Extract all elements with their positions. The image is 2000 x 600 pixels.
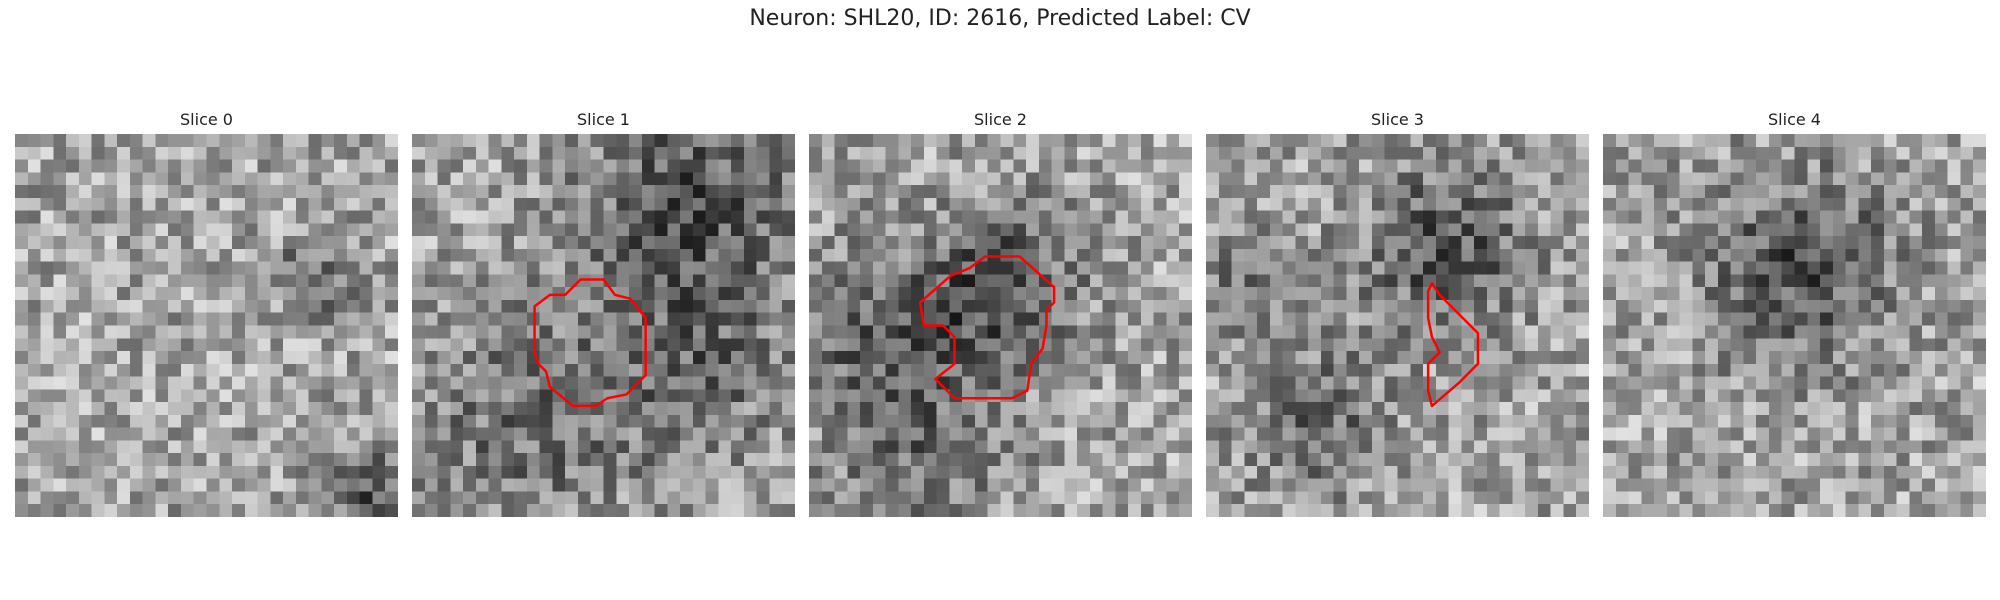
slice-panel-3: Slice 3: [1206, 108, 1589, 517]
slice-panel-0: Slice 0: [15, 108, 398, 517]
roi-contour: [1428, 283, 1478, 406]
slice-panel-1: Slice 1: [412, 108, 795, 517]
slice-4-contour-overlay: [1603, 134, 1986, 517]
slice-1-image: [412, 134, 795, 517]
slice-2-contour-overlay: [809, 134, 1192, 517]
slice-2-image: [809, 134, 1192, 517]
slice-0-image-frame: [15, 134, 398, 517]
slice-2-image-frame: [809, 134, 1192, 517]
figure-title: Neuron: SHL20, ID: 2616, Predicted Label…: [749, 6, 1251, 31]
slice-3-contour-overlay: [1206, 134, 1589, 517]
slice-0-title: Slice 0: [180, 110, 233, 129]
slice-4-image: [1603, 134, 1986, 517]
slice-4-title: Slice 4: [1768, 110, 1821, 129]
slice-0-contour-overlay: [15, 134, 398, 517]
slice-1-image-frame: [412, 134, 795, 517]
slice-0-image: [15, 134, 398, 517]
slice-3-title: Slice 3: [1371, 110, 1424, 129]
slice-panel-4: Slice 4: [1603, 108, 1986, 517]
slice-1-title: Slice 1: [577, 110, 630, 129]
slice-panel-2: Slice 2: [809, 108, 1192, 517]
slice-2-title: Slice 2: [974, 110, 1027, 129]
slice-3-image: [1206, 134, 1589, 517]
slice-4-image-frame: [1603, 134, 1986, 517]
roi-contour: [535, 280, 646, 406]
slice-1-contour-overlay: [412, 134, 795, 517]
slice-3-image-frame: [1206, 134, 1589, 517]
roi-contour: [920, 257, 1054, 399]
